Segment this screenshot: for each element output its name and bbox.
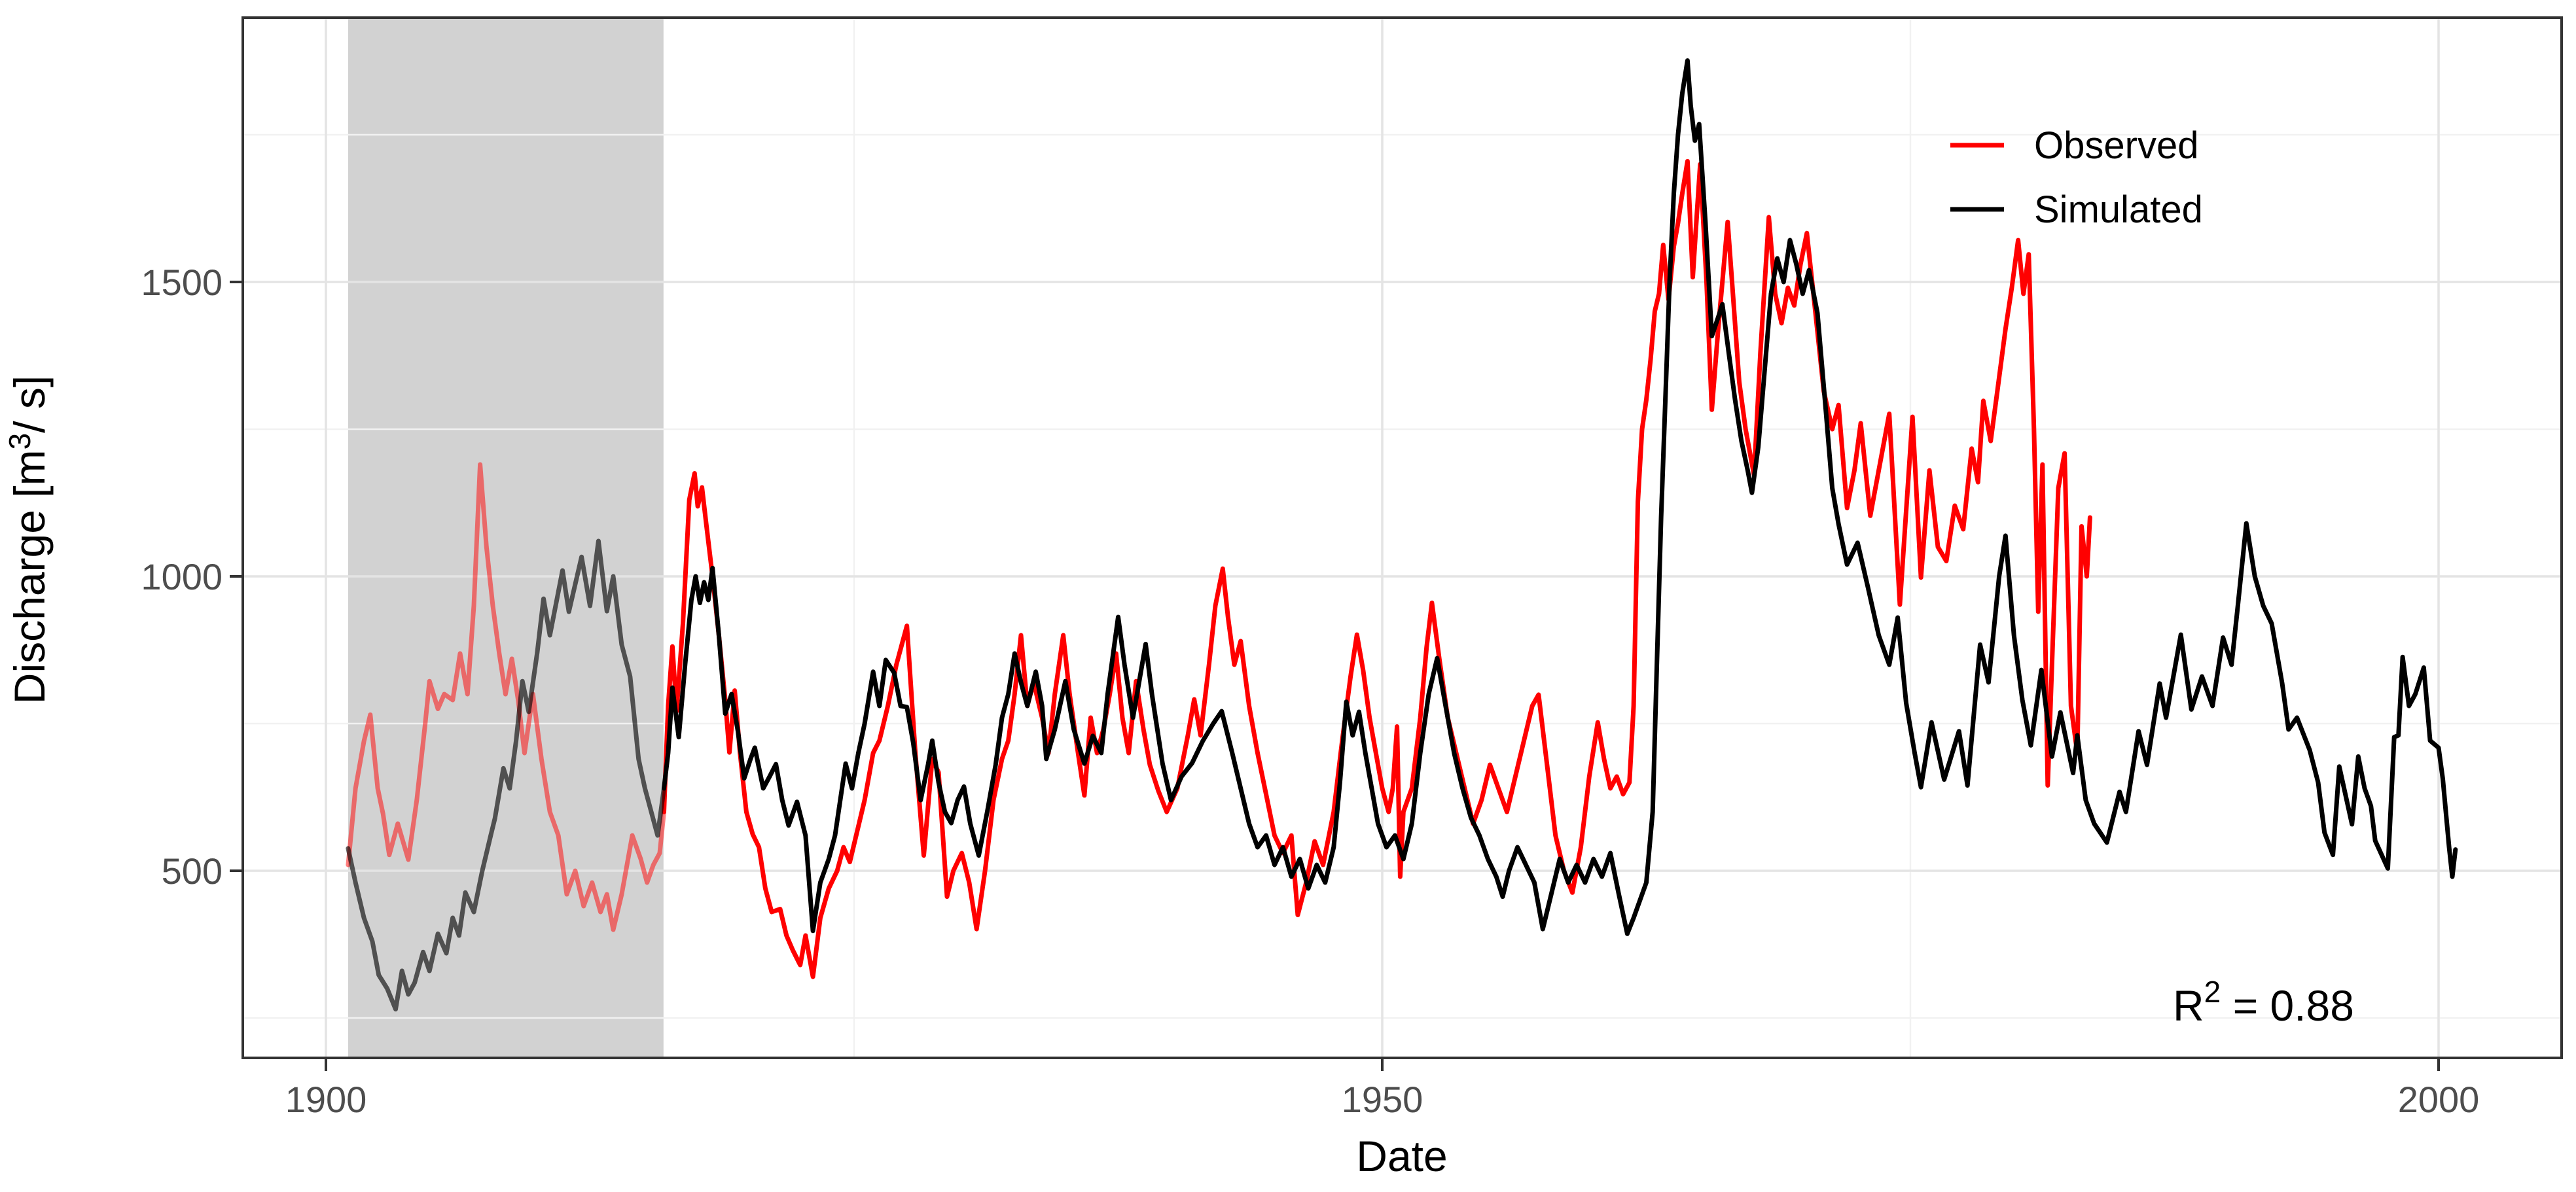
warmup-period-band [348,18,664,1058]
legend-label-observed: Observed [2034,124,2198,167]
legend-entry-observed: Observed [1950,124,2198,167]
legend-label-simulated: Simulated [2034,188,2203,231]
simulated-line-warmup [346,538,666,1011]
axis-ticks [230,281,2440,1071]
x-axis-tick-labels: 1900 1950 2000 [285,1079,2480,1120]
x-tick-label-1950: 1950 [1342,1079,1423,1120]
plot-panel [241,16,2563,1059]
x-tick-label-1900: 1900 [285,1079,367,1120]
legend: Observed Simulated [1950,124,2203,231]
simulated-line [662,58,2458,936]
observed-line [662,159,2092,979]
minor-gridlines [243,18,2562,1058]
y-axis-title: Discharge [m3/ s] [3,376,54,704]
r-squared-annotation: R2 = 0.88 [2173,975,2354,1030]
observed-line-warmup [346,462,666,932]
y-tick-label-500: 500 [162,850,223,892]
y-tick-label-1500: 1500 [141,262,223,303]
series-lines [346,58,2458,1011]
y-axis-tick-labels: 500 1000 1500 [141,262,223,892]
x-axis-title: Date [1356,1132,1447,1180]
y-tick-label-1000: 1000 [141,556,223,597]
legend-entry-simulated: Simulated [1950,188,2203,231]
x-tick-label-2000: 2000 [2398,1079,2480,1120]
panel-border [241,16,2563,1059]
